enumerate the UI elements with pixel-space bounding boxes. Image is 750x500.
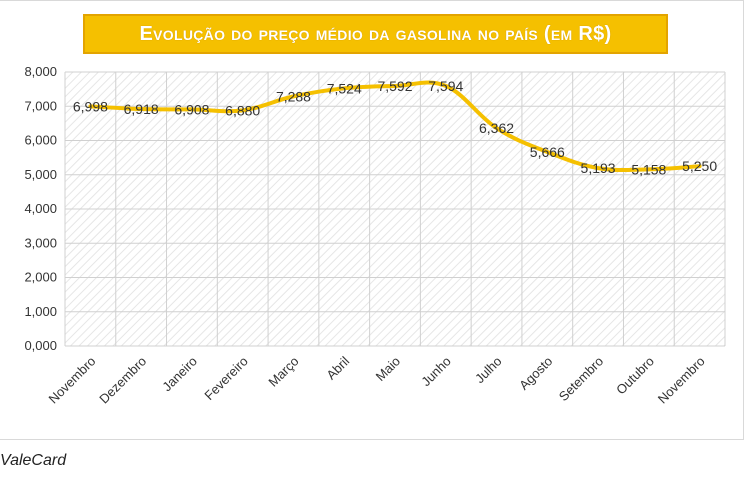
x-tick-label: Maio bbox=[373, 354, 404, 385]
data-label: 7,592 bbox=[377, 78, 412, 94]
y-tick-label: 8,000 bbox=[24, 64, 57, 79]
data-point bbox=[444, 84, 448, 88]
data-label: 6,998 bbox=[73, 98, 108, 114]
x-tick-label: Julho bbox=[472, 354, 505, 387]
data-point bbox=[88, 104, 92, 108]
data-label: 5,666 bbox=[530, 144, 565, 160]
data-point bbox=[139, 107, 143, 111]
chart-title: Evolução do preço médio da gasolina no p… bbox=[83, 14, 668, 54]
data-labels: 6,998 6,918 6,908 6,880 7,288 7,524 7,592 7,594… bbox=[73, 78, 717, 177]
x-tick-label: Novembro bbox=[45, 354, 98, 407]
data-point bbox=[241, 108, 245, 112]
y-tick-label: 5,000 bbox=[24, 167, 57, 182]
x-tick-label: Junho bbox=[418, 354, 454, 390]
y-tick-label: 1,000 bbox=[24, 304, 57, 319]
line-chart: 0,000 1,000 2,000 3,000 4,000 5,000 6,000 7,000… bbox=[24, 64, 726, 407]
data-label: 7,524 bbox=[327, 80, 362, 96]
data-label: 6,918 bbox=[124, 101, 159, 117]
y-tick-label: 2,000 bbox=[24, 270, 57, 285]
data-label: 5,158 bbox=[631, 161, 666, 177]
data-point bbox=[190, 107, 194, 111]
data-label: 6,880 bbox=[225, 102, 260, 118]
x-tick-label: Fevereiro bbox=[201, 354, 250, 403]
data-point bbox=[291, 94, 295, 98]
data-point bbox=[698, 164, 702, 168]
y-tick-label: 0,000 bbox=[24, 338, 57, 353]
y-tick-label: 6,000 bbox=[24, 133, 57, 148]
x-tick-label: Abril bbox=[323, 353, 352, 382]
gridlines bbox=[64, 71, 726, 347]
x-tick-label: Agosto bbox=[516, 354, 555, 393]
x-tick-label: Março bbox=[265, 354, 301, 390]
y-tick-label: 3,000 bbox=[24, 235, 57, 250]
data-point bbox=[393, 84, 397, 88]
data-label: 5,193 bbox=[581, 160, 616, 176]
y-axis: 0,000 1,000 2,000 3,000 4,000 5,000 6,000 7,000… bbox=[24, 64, 57, 353]
data-point bbox=[647, 167, 651, 171]
y-tick-label: 7,000 bbox=[24, 98, 57, 113]
x-tick-label: Outubro bbox=[613, 354, 657, 398]
x-tick-label: Setembro bbox=[556, 354, 606, 404]
x-tick-label: Janeiro bbox=[159, 354, 200, 395]
data-label: 7,288 bbox=[276, 88, 311, 104]
data-label: 6,908 bbox=[174, 101, 209, 117]
data-label: 6,362 bbox=[479, 120, 514, 136]
data-label: 7,594 bbox=[428, 78, 463, 94]
data-point bbox=[545, 150, 549, 154]
y-tick-label: 4,000 bbox=[24, 201, 57, 216]
data-point bbox=[596, 166, 600, 170]
data-point bbox=[495, 126, 499, 130]
x-tick-label: Dezembro bbox=[96, 354, 149, 407]
series bbox=[88, 80, 702, 173]
source-label: ValeCard bbox=[0, 452, 67, 469]
x-tick-label: Novembro bbox=[655, 354, 708, 407]
data-label: 5,250 bbox=[682, 158, 717, 174]
data-point bbox=[342, 86, 346, 90]
